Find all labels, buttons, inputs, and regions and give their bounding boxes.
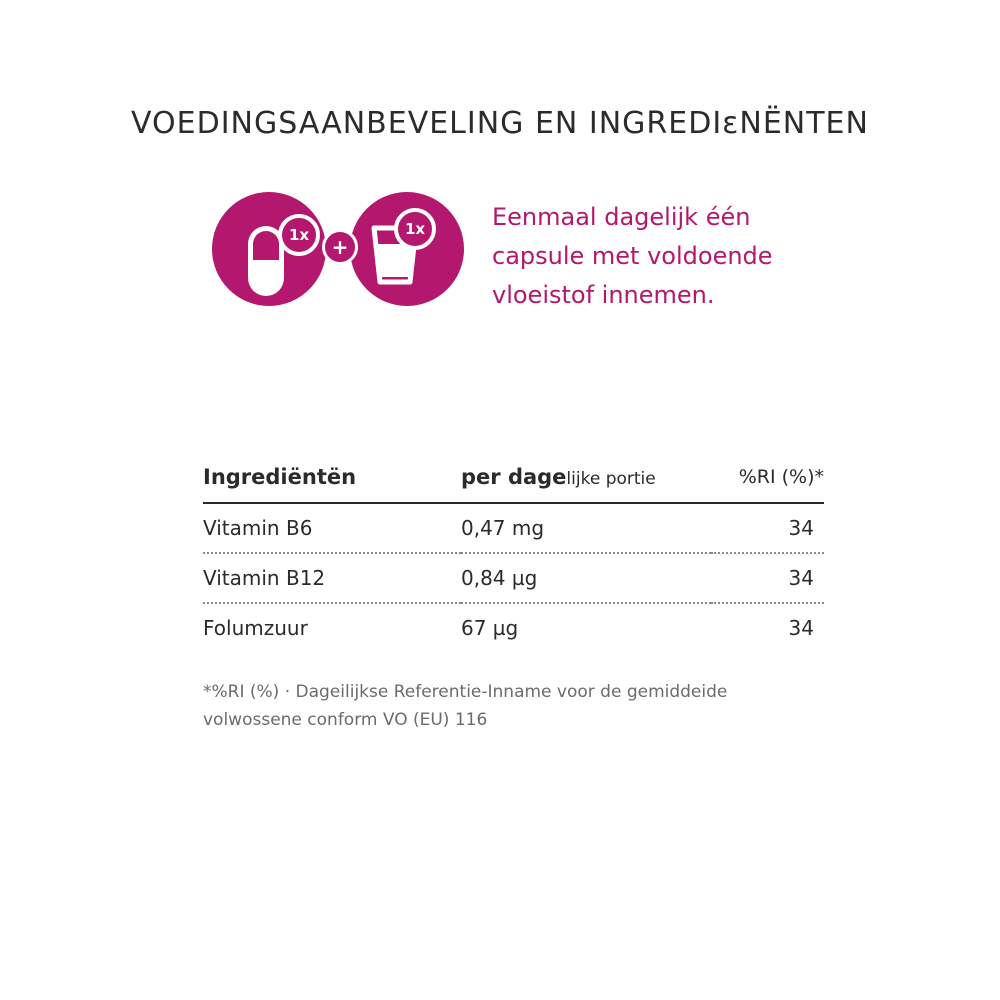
dosage-instructions: 1x + 1x Eenmaal dagelijk één capsule met… <box>212 192 812 312</box>
ingredient-name: Vitamin B6 <box>203 503 461 554</box>
header-amount-bold: per dage <box>461 465 567 489</box>
ingredient-ri: 34 <box>711 553 824 604</box>
dosage-text: Eenmaal dagelijk één capsule met voldoen… <box>492 203 773 309</box>
ingredient-ri: 34 <box>788 616 814 640</box>
ingredient-name: Folumzuur <box>203 616 308 640</box>
header-amount: per dagelijke portie <box>461 462 711 504</box>
header-ri: %RI (%)* <box>711 462 824 504</box>
ingredient-name: Vitamin B12 <box>203 553 461 604</box>
page-title: VOEDINGSAANBEVELING EN INGREDIɛNËNTEN <box>131 106 869 142</box>
plus-icon: + <box>322 229 358 265</box>
header-ingredients: Ingrediëntën <box>203 462 461 504</box>
footnote: *%RI (%) · Dageilijkse Referentie-Inname… <box>203 682 728 730</box>
table-header-row: Ingrediëntën per dagelijke portie %RI (%… <box>203 462 824 504</box>
ingredient-table: Ingrediëntën per dagelijke portie %RI (%… <box>203 462 824 652</box>
table-row: Folumzuur 67 µg 34 <box>203 603 824 652</box>
capsule-count-badge: 1x <box>278 214 320 256</box>
ingredient-amount: 0,47 mg <box>461 503 711 554</box>
table-row: Vitamin B12 0,84 µg 34 <box>203 553 824 604</box>
ingredient-ri: 34 <box>711 503 824 554</box>
header-amount-light: lijke portie <box>566 469 656 489</box>
ingredient-amount: 0,84 µg <box>461 553 711 604</box>
ingredient-amount: 67 µg <box>461 616 519 640</box>
glass-count-badge: 1x <box>394 208 436 250</box>
table-row: Vitamin B6 0,47 mg 34 <box>203 503 824 554</box>
